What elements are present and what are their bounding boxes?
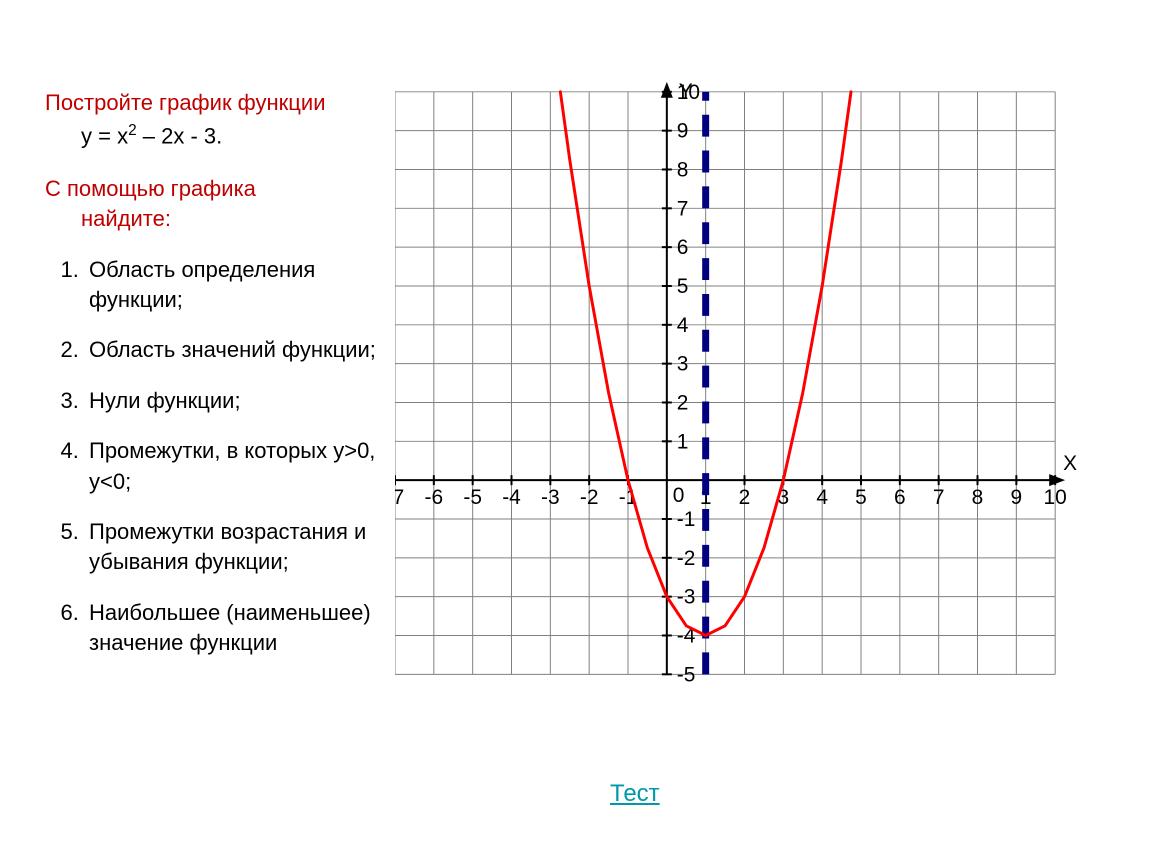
svg-text:5: 5 xyxy=(677,275,689,298)
task-text-column: Постройте график функции y = x2 – 2x - 3… xyxy=(45,88,385,678)
svg-text:10: 10 xyxy=(1044,486,1067,509)
task-item: Область определения функции; xyxy=(85,255,385,316)
svg-text:-2: -2 xyxy=(677,547,696,570)
task-equation: y = x2 – 2x - 3. xyxy=(45,120,385,152)
svg-text:6: 6 xyxy=(677,236,689,259)
task-subheading-line1: С помощью графика xyxy=(45,174,385,204)
svg-text:-5: -5 xyxy=(677,663,696,686)
task-list: Область определения функции; Область зна… xyxy=(45,255,385,659)
task-item: Область значений функции; xyxy=(85,335,385,365)
svg-text:2: 2 xyxy=(677,391,689,414)
svg-text:9: 9 xyxy=(1011,486,1023,509)
svg-text:3: 3 xyxy=(677,353,689,376)
equation-pre: y = x xyxy=(81,124,128,149)
chart-container: YX-7-6-5-4-3-2-101234567891012345678910-… xyxy=(395,78,1095,718)
svg-text:8: 8 xyxy=(677,158,689,181)
equation-post: – 2x - 3. xyxy=(137,124,223,149)
svg-text:5: 5 xyxy=(855,486,867,509)
task-subheading-line2: найдите: xyxy=(45,204,385,234)
chart-svg: YX-7-6-5-4-3-2-101234567891012345678910-… xyxy=(395,78,1095,718)
svg-text:2: 2 xyxy=(739,486,751,509)
svg-text:4: 4 xyxy=(677,314,689,337)
svg-text:8: 8 xyxy=(972,486,984,509)
svg-text:-1: -1 xyxy=(677,508,696,531)
svg-text:X: X xyxy=(1063,452,1077,475)
svg-text:7: 7 xyxy=(677,197,689,220)
svg-text:1: 1 xyxy=(677,430,689,453)
task-item: Промежутки возрастания и убывания функци… xyxy=(85,517,385,578)
svg-text:4: 4 xyxy=(816,486,828,509)
task-heading: Постройте график функции xyxy=(45,88,385,118)
svg-text:-3: -3 xyxy=(541,486,560,509)
test-link[interactable]: Тест xyxy=(610,780,660,808)
svg-text:-4: -4 xyxy=(502,486,521,509)
svg-text:-6: -6 xyxy=(425,486,444,509)
task-item: Нули функции; xyxy=(85,386,385,416)
task-item: Наибольшее (наименьшее) значение функции xyxy=(85,598,385,659)
svg-text:0: 0 xyxy=(673,484,685,507)
svg-text:7: 7 xyxy=(933,486,945,509)
svg-text:10: 10 xyxy=(677,81,700,104)
svg-text:-7: -7 xyxy=(395,486,404,509)
svg-text:6: 6 xyxy=(894,486,906,509)
svg-text:9: 9 xyxy=(677,120,689,143)
svg-text:-5: -5 xyxy=(463,486,482,509)
svg-text:-2: -2 xyxy=(580,486,599,509)
task-item: Промежутки, в которых y>0, y<0; xyxy=(85,436,385,497)
svg-text:-3: -3 xyxy=(677,586,696,609)
equation-sup: 2 xyxy=(128,122,137,139)
